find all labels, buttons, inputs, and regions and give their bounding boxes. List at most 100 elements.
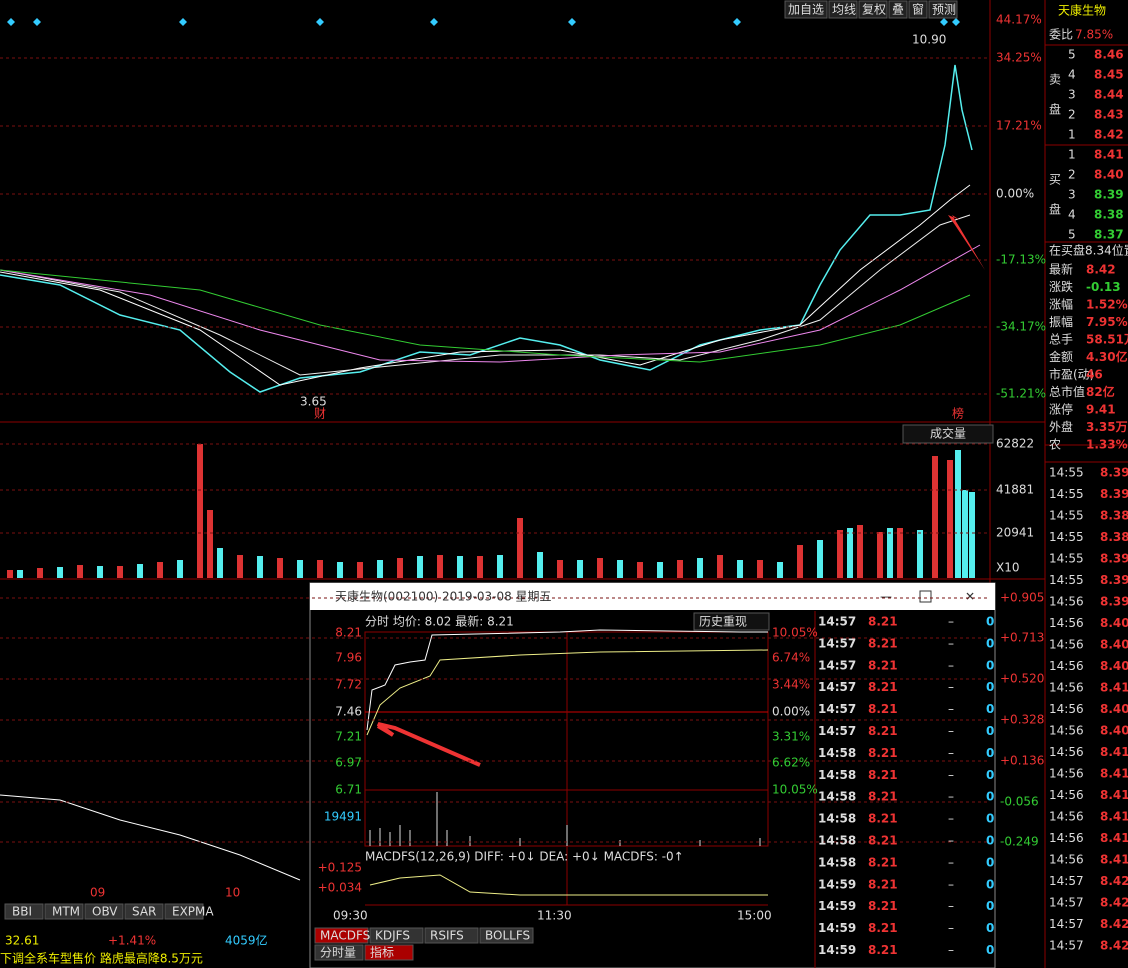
label: 5 — [1068, 228, 1076, 242]
tick-direction: – — [948, 921, 954, 935]
label: 11:30 — [537, 909, 572, 923]
toolbar-button[interactable] — [908, 0, 928, 19]
tick-price: 8.21 — [868, 702, 898, 716]
axis-label: 10.05% — [772, 783, 818, 797]
tick-direction: – — [948, 702, 954, 716]
tick-direction: – — [948, 812, 954, 826]
tick-volume: 0 — [986, 680, 994, 694]
tab[interactable] — [124, 903, 164, 920]
label: 1 — [1068, 128, 1076, 142]
tick-volume: 0 — [986, 790, 994, 804]
label: 5 — [1068, 48, 1076, 62]
tick-price: 8.21 — [868, 877, 898, 891]
toolbar-button[interactable]: 预测 — [932, 3, 956, 17]
label: 总手 — [1049, 333, 1073, 347]
tab[interactable]: EXPMA — [172, 905, 214, 919]
tab[interactable] — [479, 927, 534, 944]
x-label: 09 — [90, 886, 105, 900]
label: 14:56 — [1049, 745, 1084, 759]
axis-label: 7.96 — [335, 651, 362, 665]
axis-label: 34.25% — [996, 51, 1042, 65]
axis-label: +0.034 — [318, 881, 362, 895]
label: 7.85% — [1075, 28, 1113, 42]
axis-label: -0.056 — [1000, 795, 1039, 809]
label: 14:55 — [1049, 487, 1084, 501]
axis-label: 6.97 — [335, 756, 362, 770]
minimize[interactable]: — — [880, 590, 892, 604]
tab[interactable] — [164, 903, 204, 920]
tab[interactable] — [314, 944, 364, 961]
history-button[interactable] — [693, 612, 770, 631]
label: 2 — [1068, 168, 1076, 182]
axis-label: 6.74% — [772, 651, 810, 665]
index-change: +1.41% — [108, 934, 156, 948]
high-label: 10.90 — [912, 33, 946, 47]
close[interactable]: ✕ — [965, 590, 975, 604]
label: 3 — [1068, 188, 1076, 202]
tick-direction: – — [948, 943, 954, 957]
tab[interactable] — [84, 903, 124, 920]
tab[interactable]: MACDFS — [320, 929, 370, 943]
label: 8.41 — [1100, 767, 1128, 781]
label: 14:56 — [1049, 702, 1084, 716]
chart-header: 分时 均价: 8.02 最新: 8.21 — [365, 614, 514, 629]
toolbar-button[interactable] — [858, 0, 888, 19]
label: 卖 — [1049, 73, 1061, 87]
label: 4.30亿 — [1086, 349, 1128, 364]
tab[interactable]: MTM — [52, 905, 80, 919]
label: 14:56 — [1049, 831, 1084, 845]
label: 买 — [1049, 173, 1061, 187]
tick-volume: 0 — [986, 877, 994, 891]
tab[interactable]: BOLLFS — [485, 929, 530, 943]
label: 盘 — [1049, 102, 1061, 117]
toolbar-button[interactable]: 加自选 — [788, 3, 824, 17]
label: 14:55 — [1049, 509, 1084, 523]
toolbar-button[interactable] — [888, 0, 908, 19]
panel-title[interactable]: 成交量 — [930, 426, 966, 441]
label: 3 — [1068, 88, 1076, 102]
tab[interactable] — [369, 927, 424, 944]
tab[interactable]: BBI — [12, 905, 32, 919]
tick-price: 8.21 — [868, 658, 898, 672]
label: 涨跌 — [1049, 279, 1073, 294]
tab[interactable]: SAR — [132, 905, 156, 919]
popup-window: — ✕ — [309, 582, 996, 968]
toolbar-button[interactable]: 窗 — [912, 3, 924, 17]
tab[interactable]: 分时量 — [320, 946, 356, 960]
label: 8.40 — [1100, 616, 1128, 630]
toolbar-button[interactable] — [784, 0, 828, 19]
tab[interactable]: KDJFS — [375, 929, 410, 943]
toolbar-button[interactable]: 均线 — [832, 3, 856, 17]
label: 8.43 — [1094, 108, 1124, 122]
toolbar-button[interactable]: 复权 — [862, 3, 886, 17]
tab[interactable]: OBV — [92, 905, 118, 919]
maximize[interactable] — [919, 590, 932, 603]
toolbar-button[interactable] — [828, 0, 858, 19]
history-button[interactable]: 历史重现 — [699, 615, 747, 629]
label: 14:56 — [1049, 595, 1084, 609]
tick-time: 14:57 — [818, 680, 856, 694]
volume-bars — [7, 444, 975, 578]
label: 8.42 — [1100, 874, 1128, 888]
tab[interactable]: RSIFS — [430, 929, 464, 943]
tick-time: 14:59 — [818, 943, 856, 957]
toolbar-button[interactable] — [928, 0, 958, 19]
label: 在买盘8.34位置 — [1049, 243, 1128, 258]
tab[interactable] — [364, 944, 414, 961]
tick-direction: – — [948, 724, 954, 738]
tab[interactable]: 指标 — [370, 945, 394, 960]
tab[interactable] — [44, 903, 84, 920]
tab[interactable] — [314, 927, 369, 944]
volume-dropdown[interactable] — [902, 424, 994, 444]
tick-price: 8.21 — [868, 834, 898, 848]
label: 58.51万 — [1086, 333, 1128, 347]
tab[interactable] — [424, 927, 479, 944]
axis-label: +0.905 — [1000, 591, 1044, 605]
tab[interactable] — [4, 903, 44, 920]
toolbar-button[interactable]: 叠 — [892, 3, 904, 17]
label: 8.38 — [1094, 208, 1124, 222]
label: 8.37 — [1094, 228, 1124, 242]
label: 8.44 — [1094, 88, 1124, 102]
